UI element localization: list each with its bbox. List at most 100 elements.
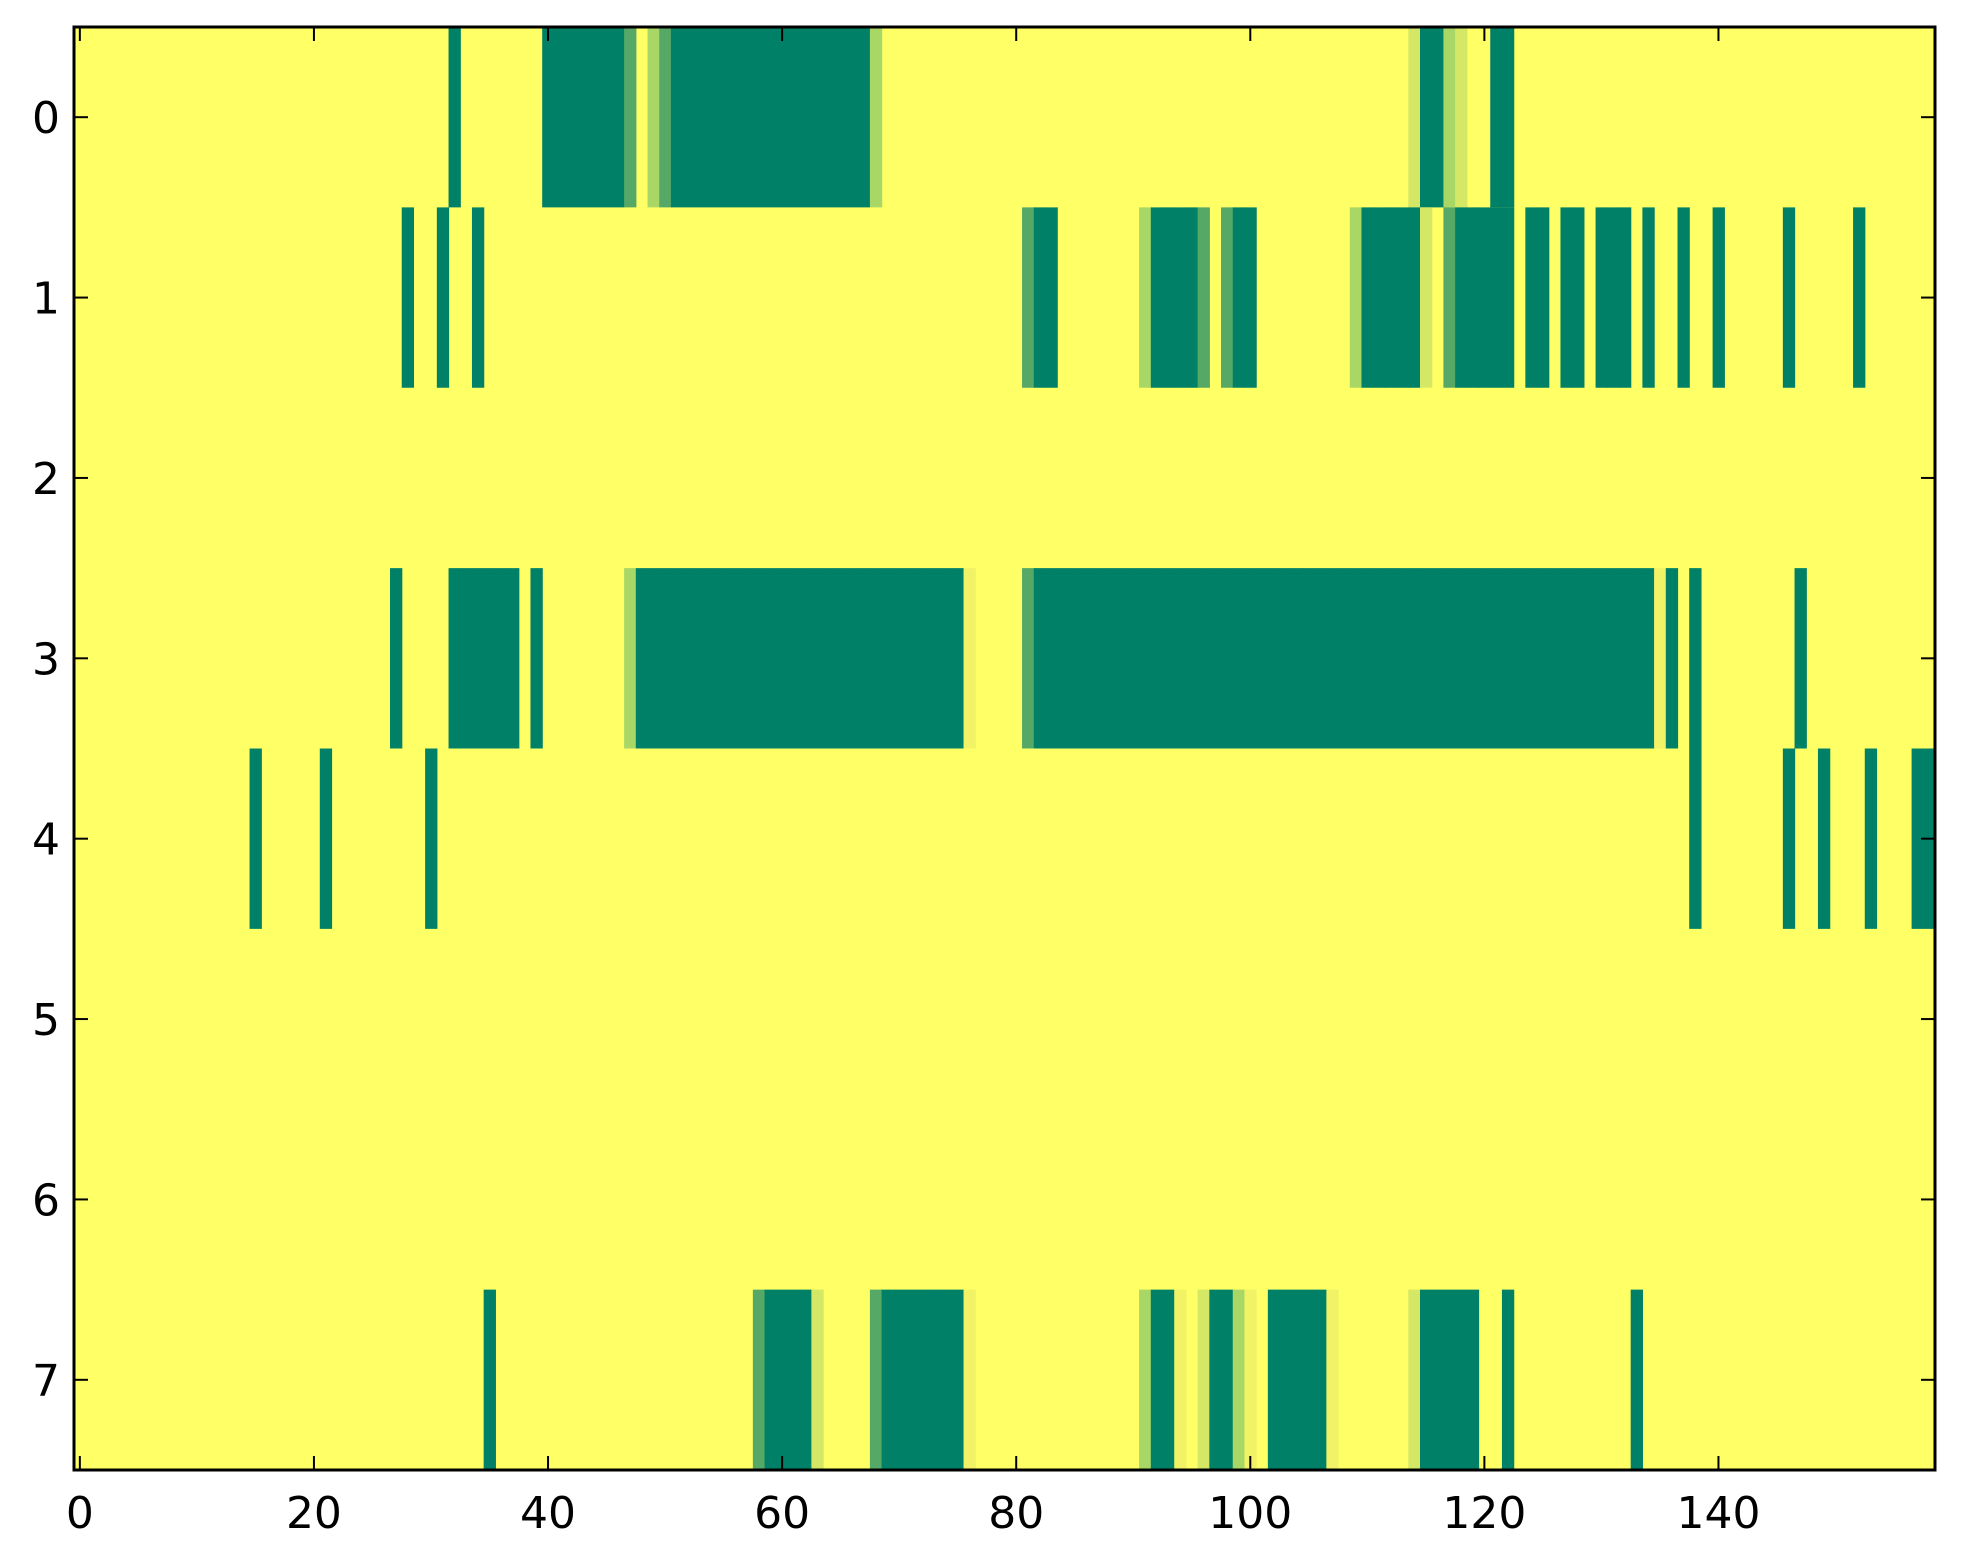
heatmap-cell [1583, 568, 1597, 749]
heatmap-cell [1103, 568, 1117, 749]
heatmap-cell [776, 568, 789, 749]
heatmap-cell [787, 27, 801, 208]
heatmap-cell [752, 27, 766, 208]
heatmap-cell [401, 207, 415, 388]
heatmap-cell [1560, 568, 1573, 749]
heatmap-cell [940, 568, 953, 749]
heatmap-cell [799, 1289, 812, 1470]
heatmap-cell [647, 27, 660, 208]
heatmap-cell [1139, 568, 1152, 749]
heatmap-cell [1490, 207, 1503, 388]
heatmap-cell [764, 27, 777, 208]
heatmap-cell [1607, 207, 1620, 388]
heatmap-cell [1525, 568, 1538, 749]
heatmap-cell [507, 568, 520, 749]
heatmap-cell [928, 1289, 941, 1470]
heatmap-cell [1302, 568, 1316, 749]
heatmap-cell [588, 27, 602, 208]
heatmap-cell [916, 568, 930, 749]
heatmap-cell [448, 27, 461, 208]
heatmap-cell [963, 1289, 976, 1470]
heatmap-cell [483, 1289, 496, 1470]
y-tick-label: 7 [32, 1356, 60, 1407]
heatmap-cell [1537, 207, 1550, 388]
heatmap-cell [1115, 568, 1128, 749]
heatmap-cell [1689, 748, 1702, 929]
heatmap-cell [1420, 207, 1433, 388]
heatmap-cell [1162, 568, 1175, 749]
heatmap-cell [612, 27, 625, 208]
heatmap-cell [881, 568, 894, 749]
x-tick-label: 20 [286, 1488, 342, 1539]
heatmap-cell [1068, 568, 1082, 749]
heatmap-cell [869, 27, 883, 208]
heatmap-cell [1782, 207, 1796, 388]
heatmap-cell [1185, 207, 1199, 388]
heatmap-cell [706, 568, 719, 749]
axis-ticks [74, 27, 1935, 1470]
heatmap-cell [1232, 568, 1246, 749]
heatmap-cell [1221, 207, 1234, 388]
heatmap-cell [1349, 568, 1363, 749]
heatmap-cell [1642, 568, 1655, 749]
heatmap-cell [1022, 207, 1035, 388]
heatmap-cell [1291, 1289, 1304, 1470]
heatmap-cell [1408, 568, 1421, 749]
heatmap-cell [799, 27, 812, 208]
heatmap-cell [963, 568, 976, 749]
heatmap-cell [1431, 1289, 1445, 1470]
y-tick-label: 6 [32, 1175, 60, 1226]
heatmap-cell [1443, 1289, 1456, 1470]
y-tick-label: 0 [32, 93, 60, 144]
heatmap-cell [670, 568, 684, 749]
heatmap-cell [823, 27, 836, 208]
heatmap-cell [1665, 568, 1679, 749]
heatmap-cell [1478, 207, 1491, 388]
heatmap-cell [1490, 27, 1503, 208]
heatmap-cell [1197, 568, 1210, 749]
heatmap-cell [811, 1289, 824, 1470]
heatmap-cell [1033, 207, 1047, 388]
heatmap-cell [1174, 568, 1187, 749]
heatmap-cell [951, 1289, 965, 1470]
heatmap-cell [1513, 568, 1526, 749]
heatmap-cell [1221, 1289, 1234, 1470]
heatmap-cell [1443, 207, 1456, 388]
heatmap-cell [1864, 748, 1878, 929]
heatmap-cell [530, 568, 543, 749]
y-tick-label: 2 [32, 454, 60, 505]
heatmap-cell [1150, 1289, 1164, 1470]
heatmap-cell [764, 568, 777, 749]
heatmap-cell [729, 27, 742, 208]
heatmap-cell [471, 207, 485, 388]
heatmap-cell [811, 27, 824, 208]
heatmap-cell [1525, 207, 1538, 388]
heatmap-cell [1314, 1289, 1327, 1470]
heatmap-cell [1408, 27, 1421, 208]
heatmap-cell [752, 568, 766, 749]
heatmap-cell [706, 27, 719, 208]
heatmap-cell [1244, 1289, 1257, 1470]
heatmap-cell [951, 568, 965, 749]
heatmap-cell [1572, 207, 1585, 388]
heatmap-cell [1712, 207, 1725, 388]
heatmap-cell [1607, 568, 1620, 749]
y-tick-label: 1 [32, 274, 60, 325]
y-tick-label: 3 [32, 634, 60, 685]
heatmap-cell [1022, 568, 1035, 749]
heatmap-cell [659, 568, 672, 749]
heatmap-cell [1139, 1289, 1152, 1470]
heatmap-cell [1244, 568, 1257, 749]
heatmap-cell [823, 568, 836, 749]
heatmap-cell [1197, 207, 1210, 388]
x-tick-label: 100 [1208, 1488, 1292, 1539]
x-tick-label: 80 [988, 1488, 1044, 1539]
heatmap-cell [1361, 568, 1374, 749]
heatmap-cell [893, 568, 906, 749]
heatmap-cell [1302, 1289, 1316, 1470]
heatmap-cells [249, 27, 1935, 1470]
x-tick-label: 40 [520, 1488, 576, 1539]
heatmap-cell [1408, 207, 1421, 388]
heatmap-cell [553, 27, 567, 208]
